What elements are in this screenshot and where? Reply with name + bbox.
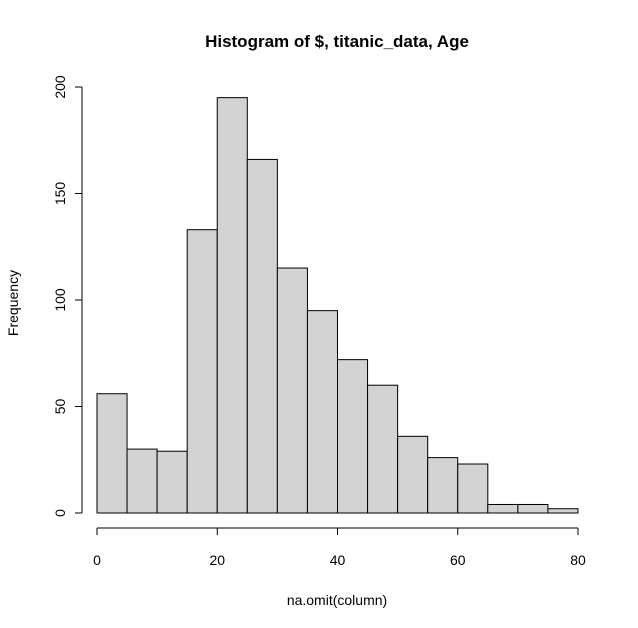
y-tick-label: 150 [52, 182, 68, 206]
y-axis-label: Frequency [5, 270, 21, 336]
x-axis-label: na.omit(column) [287, 592, 387, 608]
histogram-bar [397, 435, 429, 514]
histogram-bar [96, 393, 128, 514]
histogram-bar [156, 450, 188, 514]
x-tick-label: 20 [209, 552, 225, 568]
histogram-bar [126, 448, 158, 514]
x-tick-label: 60 [450, 552, 466, 568]
histogram-bar [276, 267, 308, 514]
histogram-bar [487, 503, 519, 514]
histogram-bar [216, 97, 248, 514]
histogram-bar [306, 310, 339, 514]
y-tick-label: 50 [52, 399, 68, 415]
histogram-bar [427, 457, 459, 514]
y-tick-label: 0 [52, 509, 68, 517]
histogram-bar [517, 503, 549, 514]
y-axis: 0 50 100 150 200 [52, 75, 83, 517]
histogram-bar [367, 384, 399, 514]
x-tick-label: 0 [93, 552, 101, 568]
x-tick-label: 40 [330, 552, 346, 568]
x-axis: 0 20 40 60 80 [93, 527, 586, 568]
y-tick-label: 100 [52, 288, 68, 312]
histogram-bar [337, 359, 369, 514]
histogram-bar [246, 158, 278, 514]
y-tick-label: 200 [52, 75, 68, 99]
chart-title: Histogram of $, titanic_data, Age [205, 32, 469, 51]
histogram-bar [547, 508, 579, 514]
histogram-bar [186, 229, 218, 514]
x-tick-label: 80 [570, 552, 586, 568]
bars-group [96, 97, 579, 514]
histogram-bar [457, 463, 489, 514]
